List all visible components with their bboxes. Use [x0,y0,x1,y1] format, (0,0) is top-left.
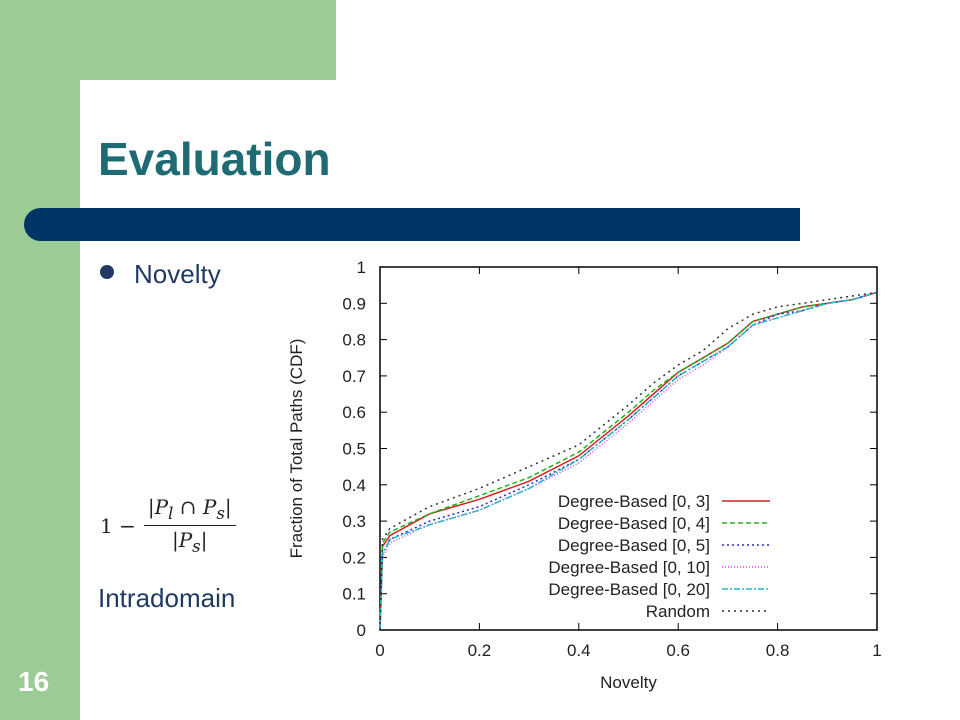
formula-denominator: |Ps| [171,528,208,556]
x-tick-label: 1 [872,641,881,660]
y-axis-label: Fraction of Total Paths (CDF) [287,339,306,559]
bullet-dot [100,265,114,279]
x-tick-label: 0.6 [666,641,690,660]
y-tick-label: 0.8 [342,331,366,350]
y-tick-label: 1 [357,258,366,277]
series-line-4 [379,291,878,631]
slide-title: Evaluation [98,133,331,185]
y-tick-label: 0.7 [342,367,366,386]
formula-lead: 1 − [100,513,136,538]
x-tick-label: 0.2 [468,641,492,660]
chart-caption: Intradomain [98,583,236,613]
legend-label-1: Degree-Based [0, 4] [558,514,710,533]
slide-top-block [80,0,336,80]
chart-legend: Degree-Based [0, 3] Degree-Based [0, 4] De… [548,492,770,621]
y-tick-label: 0.2 [342,548,366,567]
legend-label-2: Degree-Based [0, 5] [558,536,710,555]
cdf-chart: 0 0.1 0.2 0.3 0.4 0.5 0.6 0.7 0.8 0.9 1 0 0.2 0.4 0.6 0… [287,258,882,692]
bullet-novelty: Novelty [134,259,221,289]
x-tick-label: 0 [375,641,384,660]
y-tick-label: 0.6 [342,403,366,422]
x-axis-label: Novelty [600,673,657,692]
series-line-3 [379,291,878,631]
formula-fraction: |Pl ∩ Ps| |Ps| [143,495,236,556]
slide-corner [80,80,160,160]
y-tick-label: 0.9 [342,294,366,313]
x-tick-label: 0.8 [766,641,790,660]
y-tick-label: 0.3 [342,512,366,531]
novelty-formula: 1 − |Pl ∩ Ps| |Ps| [100,495,236,556]
page-number: 16 [18,666,50,697]
chart-axes: 0 0.1 0.2 0.3 0.4 0.5 0.6 0.7 0.8 0.9 1 0 0.2 0.4 0.6 0… [287,258,882,692]
formula-numerator: |Pl ∩ Ps| [143,495,236,526]
x-tick-label: 0.4 [567,641,591,660]
y-tick-label: 0 [357,621,366,640]
y-tick-label: 0.4 [342,476,366,495]
legend-label-4: Degree-Based [0, 20] [548,580,710,599]
chart-series [379,291,878,631]
series-line-1 [379,291,878,631]
y-tick-label: 0.1 [342,585,366,604]
slide-sidebar [0,0,80,720]
legend-label-5: Random [646,602,710,621]
legend-label-3: Degree-Based [0, 10] [548,558,710,577]
title-underline-bar [24,208,800,241]
y-tick-label: 0.5 [342,440,366,459]
legend-label-0: Degree-Based [0, 3] [558,492,710,511]
